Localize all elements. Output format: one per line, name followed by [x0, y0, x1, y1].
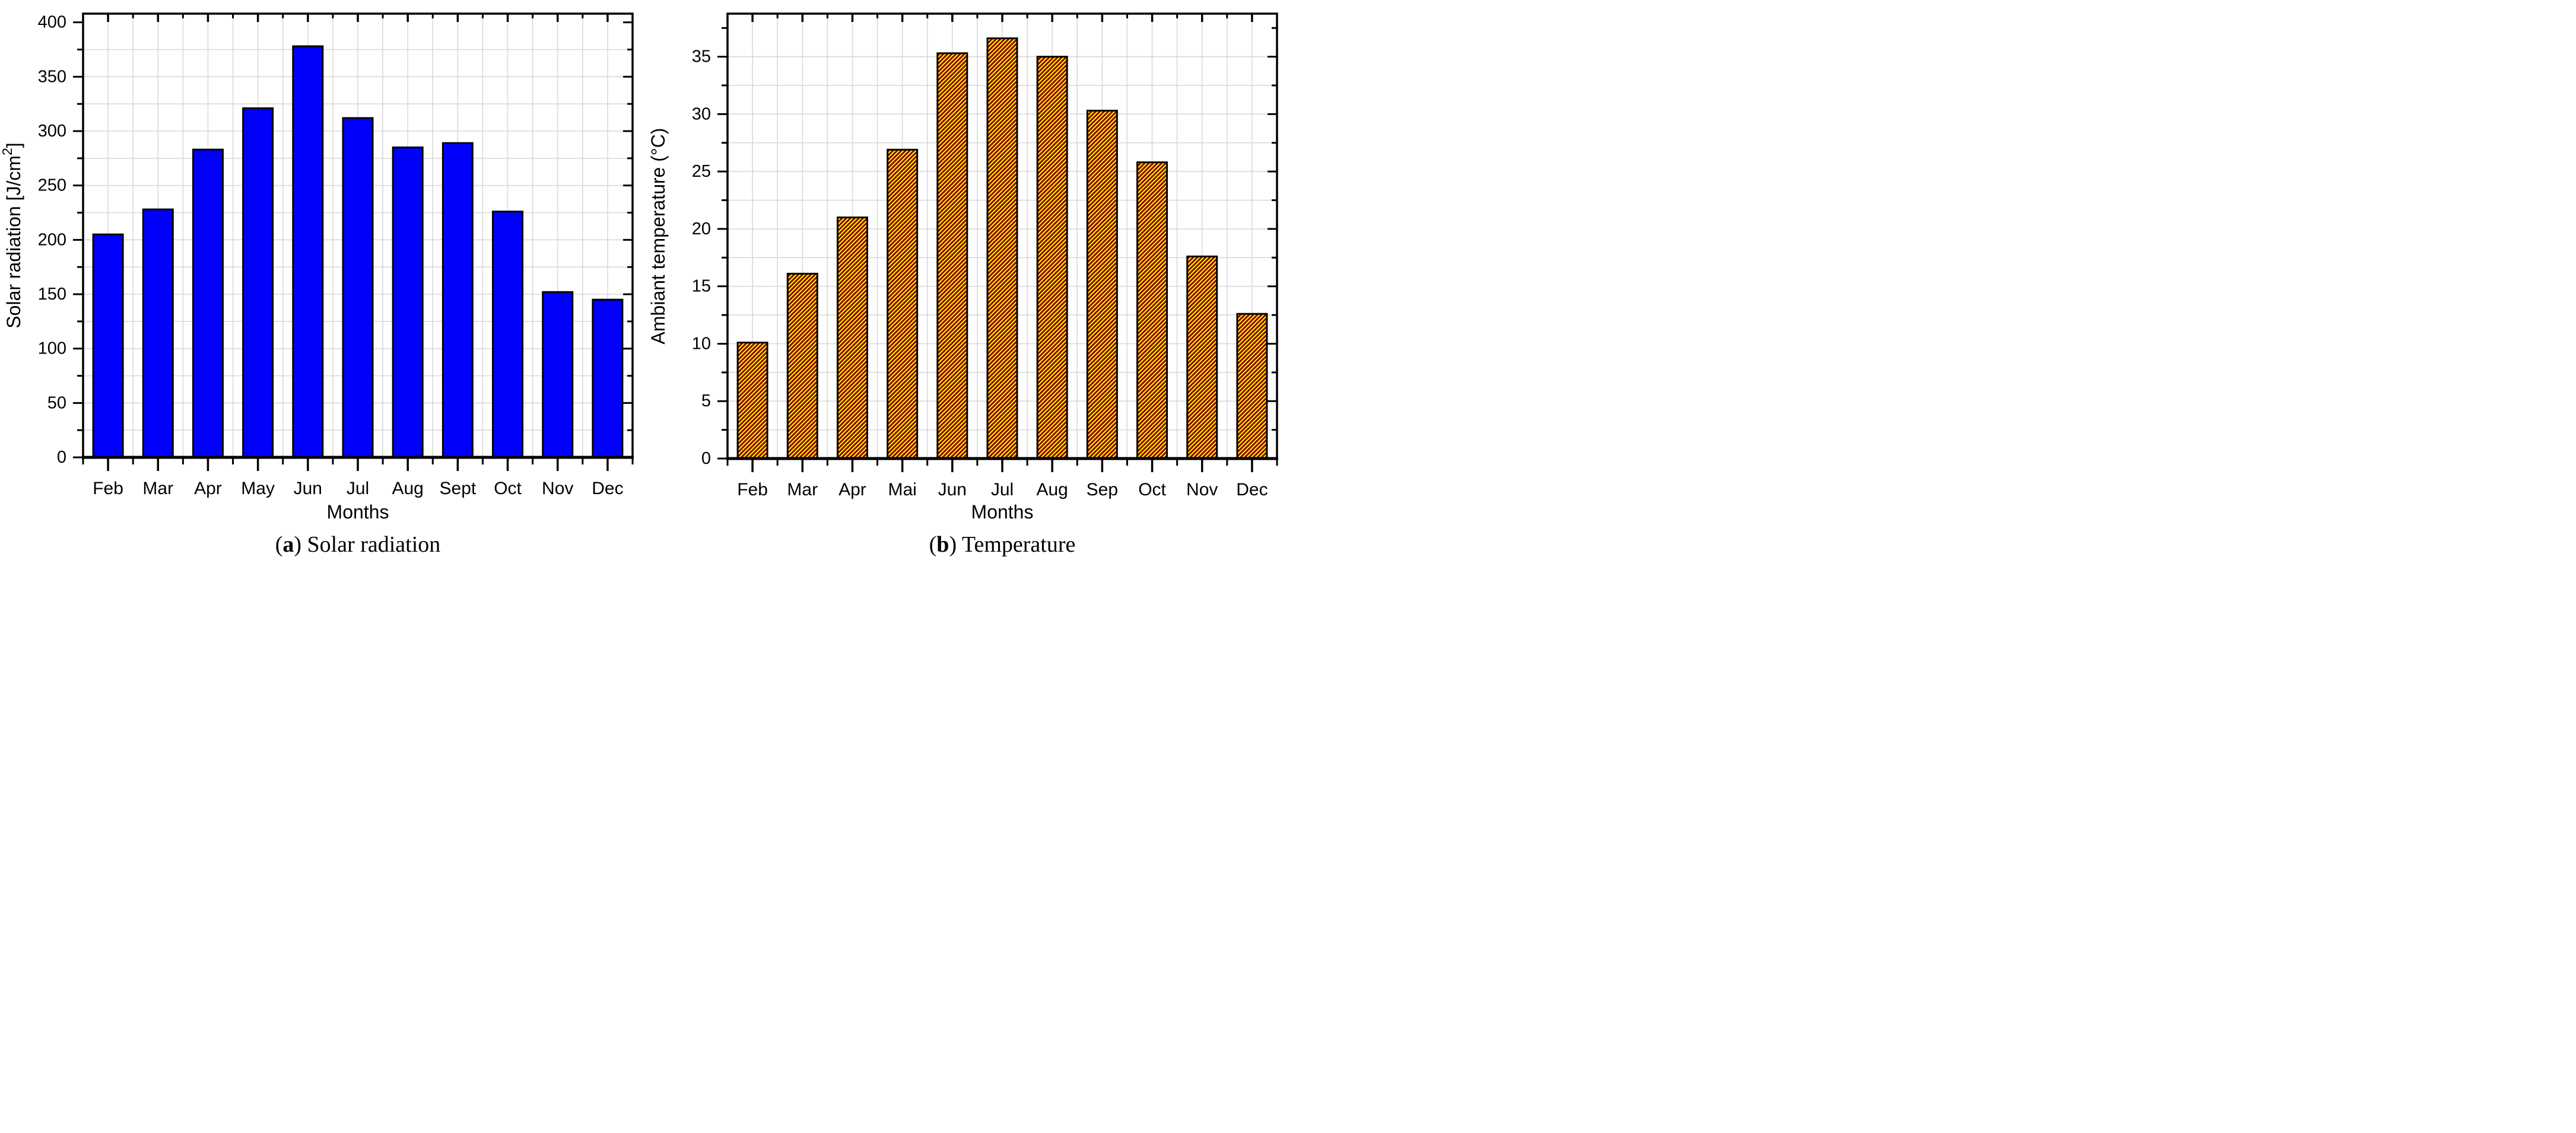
y-tick-label: 15 [692, 277, 711, 296]
caption-b-close: ) [949, 532, 962, 557]
x-tick-label: Jul [991, 480, 1014, 499]
x-tick-label: Dec [592, 479, 623, 498]
x-tick-label: Nov [1186, 480, 1218, 499]
bar-Apr [836, 217, 868, 460]
y-tick-label: 200 [38, 230, 66, 249]
bar-Dec [592, 298, 624, 459]
chart-b: 0 5 10 15 20 25 30 35 Feb Mar Apr Mai Jun Jul Aug Sep Oc… [647, 12, 1278, 523]
y-tick-label: 150 [38, 285, 66, 304]
x-tick-label: Sept [440, 479, 477, 498]
y-tick-label: 100 [38, 339, 66, 358]
x-tick-label: Jun [294, 479, 322, 498]
y-tick-label: 10 [692, 334, 711, 353]
bar-Feb [736, 342, 768, 460]
bar-Apr [192, 148, 224, 459]
bar-Dec [1236, 313, 1268, 460]
bar-May [242, 107, 274, 459]
y-tick-label: 30 [692, 104, 711, 123]
x-tick-label: Jul [347, 479, 369, 498]
x-tick-label: Apr [838, 480, 866, 499]
x-tick-label: May [241, 479, 275, 498]
x-tick-label: Apr [194, 479, 222, 498]
bar-Aug [1036, 56, 1068, 460]
figure-two-bar-charts: 0 50 100 150 200 250 300 350 400 Feb Mar Apr May Jun J… [0, 0, 1288, 568]
caption-b-open: ( [929, 532, 937, 557]
bar-Sep [1086, 110, 1118, 460]
bar-Jul [986, 37, 1018, 460]
y-tick-label: 0 [57, 448, 66, 467]
x-tick-label: Sep [1087, 480, 1118, 499]
bar-Feb [92, 233, 124, 459]
caption-a-text: Solar radiation [307, 532, 441, 557]
bar-Mai [887, 148, 919, 460]
x-tick-label: Oct [1138, 480, 1166, 499]
y-tick-label: 0 [701, 449, 711, 468]
y-tick-label: 5 [701, 392, 711, 410]
y-tick-label: 35 [692, 47, 711, 66]
bar-Nov [542, 291, 574, 459]
x-tick-label: Dec [1236, 480, 1268, 499]
bar-Jun [292, 45, 324, 459]
bar-Aug [392, 147, 424, 459]
y-tick-label: 250 [38, 176, 66, 195]
x-tick-label: Aug [1036, 480, 1068, 499]
y-tick-label: 20 [692, 219, 711, 238]
caption-b-letter: b [936, 532, 949, 557]
bar-Jul [342, 117, 374, 459]
bar-Oct [1136, 161, 1168, 460]
x-tick-label: Mai [888, 480, 916, 499]
x-axis-title: Months [327, 501, 389, 523]
y-axis-title: Ambiant temperature (°C) [647, 128, 669, 345]
y-tick-label: 50 [47, 393, 66, 412]
bar-Nov [1186, 255, 1218, 460]
y-tick-label: 25 [692, 162, 711, 181]
bar-Mar [142, 208, 174, 459]
x-tick-label: Oct [494, 479, 522, 498]
caption-b-text: Temperature [961, 532, 1076, 557]
x-tick-label: Mar [787, 480, 818, 499]
bar-Jun [936, 52, 968, 460]
caption-a-open: ( [275, 532, 283, 557]
x-tick-label: Nov [542, 479, 573, 498]
x-tick-label: Feb [737, 480, 768, 499]
caption-a-letter: a [282, 532, 294, 557]
caption-a-close: ) [294, 532, 307, 557]
x-tick-label: Aug [392, 479, 423, 498]
x-tick-label: Feb [93, 479, 123, 498]
x-tick-label: Mar [142, 479, 173, 498]
bar-Sept [441, 142, 474, 459]
caption-a: (a) Solar radiation [180, 532, 536, 564]
y-tick-label: 350 [38, 67, 66, 86]
bar-Oct [492, 211, 524, 459]
y-axis-title: Solar radiation [J/cm2] [0, 142, 24, 328]
y-tick-label: 300 [38, 122, 66, 141]
x-axis-title: Months [971, 501, 1034, 523]
caption-b: (b) Temperature [824, 532, 1180, 564]
x-tick-label: Jun [938, 480, 967, 499]
y-tick-label: 400 [38, 13, 66, 32]
bar-Mar [786, 272, 818, 460]
chart-a: 0 50 100 150 200 250 300 350 400 Feb Mar Apr May Jun J… [0, 12, 634, 523]
